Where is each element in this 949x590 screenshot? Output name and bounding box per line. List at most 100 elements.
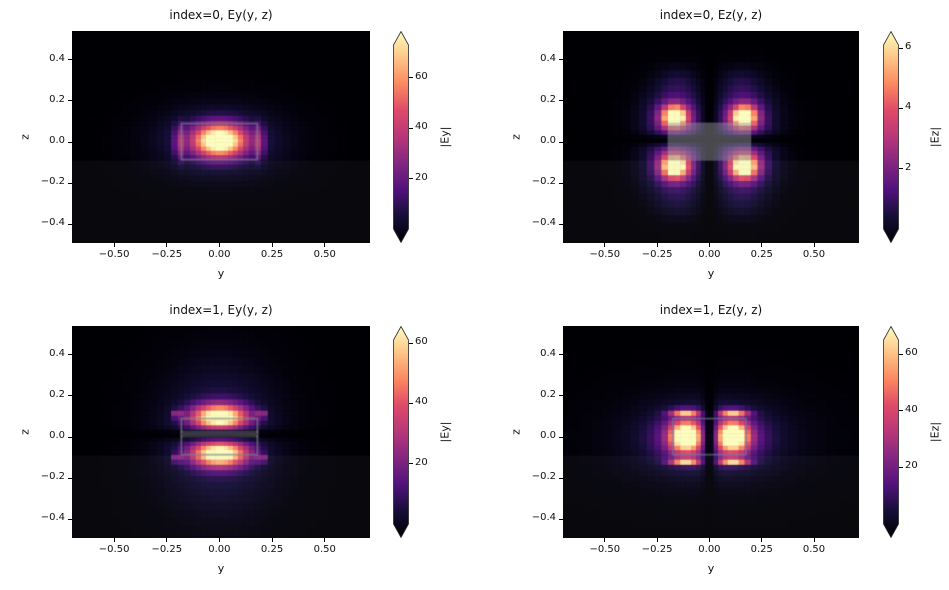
x-tick-label: 0.25 (750, 544, 773, 555)
y-tick-label: 0.4 (49, 52, 65, 64)
colorbar-tick-label: 40 (905, 403, 918, 415)
colorbar-tick-label: 20 (415, 456, 428, 468)
y-tick-mark (68, 59, 72, 61)
y-tick-label: 0.0 (540, 430, 556, 442)
y-tick-mark (559, 100, 563, 102)
x-tick-label: −0.50 (98, 249, 130, 260)
colorbar-tick-mark (409, 178, 413, 180)
x-tick-label: −0.25 (641, 544, 673, 555)
colorbar (393, 326, 409, 538)
x-tick-mark (218, 243, 220, 247)
colorbar-tick-label: 60 (905, 347, 918, 359)
x-tick-label: −0.25 (151, 544, 183, 555)
colorbar-label: |Ez| (928, 421, 942, 443)
y-tick-label: 0.2 (540, 388, 556, 400)
heatmap-image (72, 31, 370, 243)
colorbar-tick-mark (899, 410, 903, 412)
x-tick-mark (656, 538, 658, 542)
x-tick-label: −0.50 (98, 544, 130, 555)
heatmap-image (563, 31, 859, 243)
x-tick-label: −0.25 (641, 249, 673, 260)
colorbar-tick-mark (409, 77, 413, 79)
y-tick-mark (559, 354, 563, 356)
colorbar-tick-label: 60 (415, 70, 428, 82)
x-tick-mark (166, 538, 168, 542)
x-tick-label: 0.00 (208, 249, 231, 260)
y-tick-mark (559, 59, 563, 61)
colorbar-tick-mark (899, 47, 903, 49)
y-axis-label: z (18, 429, 32, 435)
x-axis-label: y (217, 267, 225, 280)
colorbar-tick-mark (409, 342, 413, 344)
y-tick-mark (559, 395, 563, 397)
y-tick-mark (68, 223, 72, 225)
y-tick-mark (68, 477, 72, 479)
colorbar-tick-mark (409, 127, 413, 129)
y-tick-mark (68, 100, 72, 102)
x-tick-label: 0.00 (698, 249, 721, 260)
x-tick-label: 0.50 (802, 249, 826, 260)
y-tick-label: 0.4 (540, 52, 556, 64)
colorbar-label: |Ey| (438, 126, 452, 148)
y-tick-mark (559, 436, 563, 438)
y-tick-label: 0.0 (540, 135, 556, 147)
y-tick-label: −0.2 (531, 471, 556, 483)
x-tick-mark (761, 538, 763, 542)
colorbar-tick-label: 40 (415, 121, 428, 133)
y-tick-label: −0.2 (40, 176, 65, 188)
y-axis-label: z (509, 134, 523, 140)
x-tick-label: 0.50 (313, 249, 336, 260)
x-tick-mark (813, 243, 815, 247)
y-tick-label: −0.2 (40, 471, 65, 483)
colorbar-tick-label: 2 (905, 161, 912, 173)
colorbar-label: |Ez| (928, 126, 942, 148)
x-tick-label: 0.50 (802, 544, 826, 555)
y-tick-label: −0.4 (40, 512, 65, 524)
x-axis-label: y (707, 562, 715, 575)
x-tick-label: −0.50 (589, 544, 621, 555)
y-tick-label: 0.0 (49, 135, 65, 147)
heatmap-image (72, 326, 370, 538)
y-tick-mark (559, 518, 563, 520)
y-tick-label: 0.4 (49, 347, 65, 359)
colorbar-label: |Ey| (438, 421, 452, 443)
heatmap-image (563, 326, 859, 538)
y-tick-label: 0.2 (49, 388, 65, 400)
y-tick-mark (559, 141, 563, 143)
x-tick-mark (604, 243, 606, 247)
x-tick-mark (271, 243, 273, 247)
y-tick-mark (559, 182, 563, 184)
colorbar-tick-mark (899, 353, 903, 355)
colorbar-tick-label: 20 (905, 460, 918, 472)
x-tick-mark (708, 538, 710, 542)
x-tick-label: 0.00 (698, 544, 721, 555)
panel-title: index=1, Ey(y, z) (169, 303, 273, 317)
colorbar-tick-mark (409, 402, 413, 404)
colorbar-tick-mark (899, 107, 903, 109)
colorbar-tick-mark (409, 463, 413, 465)
x-tick-label: −0.50 (589, 249, 621, 260)
colorbar-tick-label: 6 (905, 41, 912, 53)
x-tick-mark (813, 538, 815, 542)
y-tick-mark (68, 141, 72, 143)
y-axis-label: z (18, 134, 32, 140)
x-tick-label: 0.50 (313, 544, 336, 555)
colorbar-tick-label: 20 (415, 171, 428, 183)
y-tick-label: 0.4 (540, 347, 556, 359)
x-tick-mark (656, 243, 658, 247)
x-tick-label: 0.00 (208, 544, 231, 555)
y-tick-label: 0.2 (49, 93, 65, 105)
y-tick-mark (68, 518, 72, 520)
x-tick-label: 0.25 (260, 249, 284, 260)
colorbar-tick-mark (899, 466, 903, 468)
panel-title: index=0, Ey(y, z) (169, 8, 273, 22)
x-axis-label: y (217, 562, 225, 575)
colorbar (883, 31, 899, 243)
x-tick-mark (271, 538, 273, 542)
colorbar-tick-mark (899, 168, 903, 170)
y-tick-label: −0.2 (531, 176, 556, 188)
